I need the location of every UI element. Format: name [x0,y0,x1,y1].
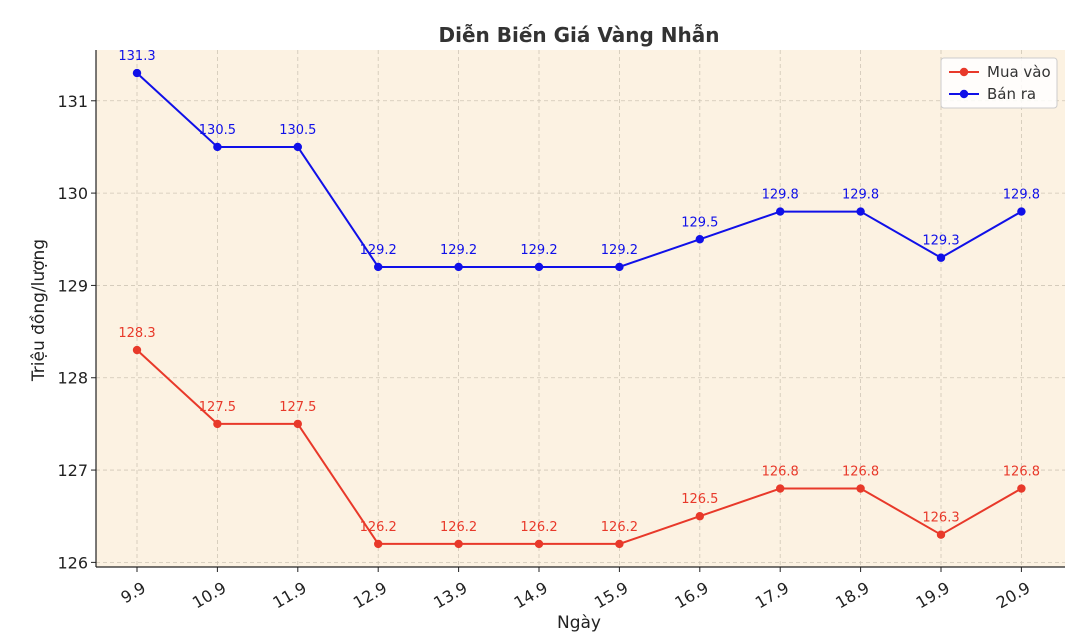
data-label: 126.3 [922,511,959,526]
data-label: 129.2 [601,243,638,258]
y-tick-label: 130 [57,184,88,203]
data-label: 126.8 [1003,465,1040,480]
data-label: 126.2 [601,520,638,535]
axes [91,50,1065,572]
y-tick-label: 126 [57,553,88,572]
legend-box [940,57,1058,109]
data-label: 126.2 [520,520,557,535]
plot-area [96,50,1065,567]
data-label: 129.8 [1003,188,1040,203]
data-label: 126.8 [762,465,799,480]
legend-marker [959,67,969,77]
data-point [293,142,302,152]
data-label: 129.5 [681,215,718,230]
data-point [615,539,624,549]
data-point [776,207,785,216]
legend-label: Bán ra [987,85,1036,103]
data-point [856,207,865,216]
legend-marker [959,89,969,99]
x-tick-label: 20.9 [993,578,1033,612]
x-tick-label: 9.9 [117,578,149,607]
data-point [534,262,544,272]
legend: Mua vào Bán ra [940,57,1058,109]
data-label: 129.2 [520,243,557,258]
y-axis-title: Triệu đồng/lượng [28,239,49,382]
data-label: 126.2 [360,520,397,535]
x-tick-label: 14.9 [511,578,551,612]
data-label: 126.8 [842,465,879,480]
data-label: 129.8 [842,188,879,203]
y-tick-label: 128 [57,369,88,388]
data-point [454,539,463,549]
data-point [1017,207,1026,216]
x-tick-label: 15.9 [591,578,631,612]
data-label: 129.2 [360,243,397,258]
series-line [136,349,1022,545]
data-point [1017,484,1026,493]
data-point [936,253,946,262]
x-tick-label: 18.9 [832,578,872,612]
x-tick-label: 12.9 [350,578,390,612]
grid-lines [96,50,1065,567]
data-label: 129.2 [440,243,477,258]
series-line [136,72,1022,268]
x-tick-label: 10.9 [189,578,229,612]
data-label: 129.8 [762,188,799,203]
data-point [856,484,865,493]
data-point [374,539,383,549]
x-tick-label: 17.9 [752,578,792,612]
data-label: 130.5 [279,123,316,138]
x-tick-label: 13.9 [430,578,470,612]
x-tick-label: 19.9 [913,578,953,612]
data-label: 126.2 [440,520,477,535]
data-point [615,262,624,272]
data-point [132,345,142,355]
y-tick-labels: 126 127 128 129 130 131 [57,92,88,573]
x-tick-label: 16.9 [671,578,711,612]
series-layer: 128.3 127.5 127.5 126.2 126.2 126.2 126.2 126.5… [118,49,1040,549]
data-point [213,419,222,429]
data-point [695,512,704,521]
data-label: 131.3 [118,49,155,64]
data-point [213,142,222,152]
data-point [454,262,463,272]
data-point [374,262,383,272]
y-tick-label: 129 [57,276,88,295]
y-tick-label: 131 [57,92,88,111]
legend-label: Mua vào [987,63,1051,81]
x-axis-title: Ngày [557,613,601,633]
data-point [132,68,142,78]
data-point [534,539,544,549]
data-label: 126.5 [681,492,718,507]
data-point [293,419,302,429]
data-point [936,530,946,539]
data-label: 127.5 [279,400,316,415]
data-label: 127.5 [199,400,236,415]
chart-title: Diễn Biến Giá Vàng Nhẫn [439,23,720,47]
series-1: 128.3 127.5 127.5 126.2 126.2 126.2 126.2 126.5… [118,326,1040,549]
data-label: 130.5 [199,123,236,138]
data-point [776,484,785,493]
data-point [695,235,704,244]
x-tick-labels: 9.9 10.9 11.9 12.9 13.9 14.9 15.9 16.9 17.9 18.9 1… [117,578,1033,612]
data-label: 128.3 [118,326,155,341]
y-tick-label: 127 [57,461,88,480]
data-label: 129.3 [922,234,959,249]
x-tick-label: 11.9 [269,578,309,612]
series-2: 131.3 130.5 130.5 129.2 129.2 129.2 129.2 129.5… [118,49,1040,272]
